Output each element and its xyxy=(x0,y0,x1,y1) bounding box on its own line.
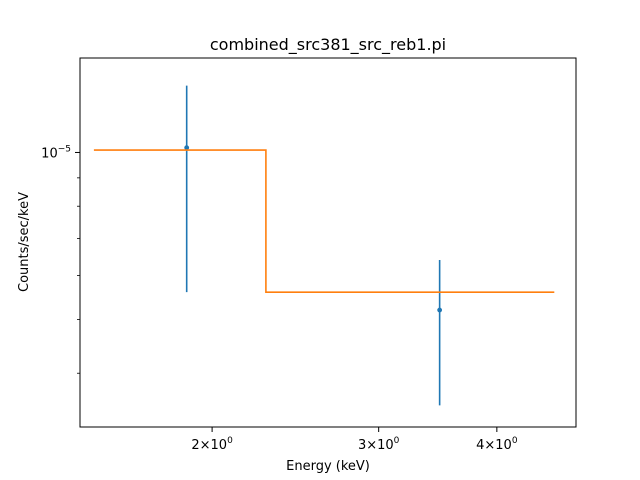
data-point xyxy=(184,85,190,293)
x-axis-label: Energy (keV) xyxy=(286,459,370,474)
x-tick-label: 3×100 xyxy=(358,436,400,453)
series-layer xyxy=(93,85,555,406)
data-marker xyxy=(437,307,443,313)
y-tick-label: 10−5 xyxy=(41,144,71,161)
x-tick-label: 4×100 xyxy=(476,436,518,453)
chart-title: combined_src381_src_reb1.pi xyxy=(210,35,446,55)
ticks-layer: 2×100 3×100 4×100 10−5 xyxy=(41,144,518,453)
plot-frame xyxy=(79,57,577,428)
x-tick-label: 2×100 xyxy=(191,436,233,453)
data-marker xyxy=(184,145,190,151)
y-axis-label: Counts/sec/keV xyxy=(17,192,32,292)
model-step-path xyxy=(93,149,555,293)
model-step-line xyxy=(93,149,555,293)
data-point xyxy=(437,259,443,406)
